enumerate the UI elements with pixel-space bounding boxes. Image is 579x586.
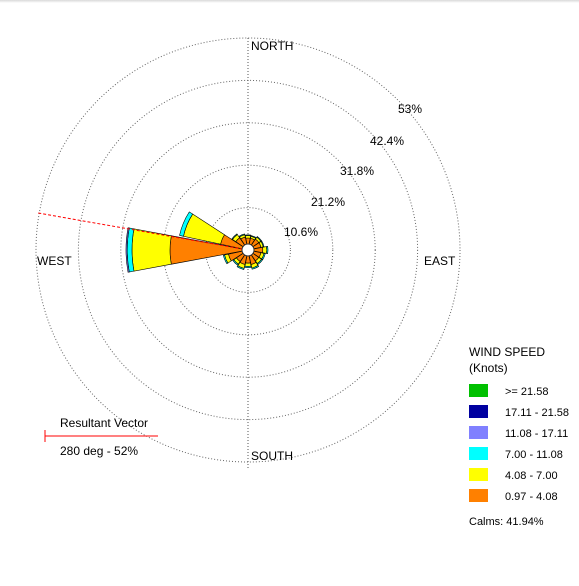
legend-swatch-3: [469, 426, 488, 439]
resultant-vector-title: Resultant Vector: [60, 416, 148, 430]
resultant-vector-line: [37, 212, 249, 251]
legend-subtitle: (Knots): [469, 361, 508, 375]
petal-dir-180-bin-2: [244, 265, 252, 268]
legend-label-2: 17.11 - 21.58: [505, 407, 569, 419]
legend-label-1: >= 21.58: [505, 386, 548, 398]
legend-title: WIND SPEED: [469, 345, 545, 359]
direction-label-south: SOUTH: [251, 449, 293, 463]
petal-dir-292.5-bin-2: [179, 211, 194, 237]
petal-dir-22.5-bin-2: [250, 235, 257, 239]
petal-dir-112.5-bin-2: [261, 253, 266, 261]
legend-label-6: 0.97 - 4.08: [505, 491, 558, 503]
legend-swatch-6: [469, 489, 488, 502]
calms-label: Calms: 41.94%: [469, 516, 544, 528]
legend-swatch-4: [469, 447, 488, 460]
wind-petals: [125, 211, 269, 273]
petal-dir-67.5-bin-2: [260, 240, 265, 248]
petal-dir-180-bin-1: [244, 262, 252, 267]
petal-dir-270-bin-3: [125, 227, 130, 273]
petal-dir-337.5-bin-2: [238, 233, 246, 238]
legend-swatch-1: [469, 384, 488, 397]
ring-label-1: 10.6%: [284, 225, 318, 239]
petal-dir-225-bin-2: [232, 259, 239, 266]
petal-dir-315-bin-2: [231, 233, 238, 240]
ring-label-3: 31.8%: [340, 164, 374, 178]
calm-center-circle: [241, 243, 255, 257]
petal-dir-90-bin-2: [266, 246, 269, 254]
petal-dir-247.5-bin-2: [222, 254, 229, 265]
petal-dir-157.5-bin-2: [251, 265, 260, 270]
ring-label-2: 21.2%: [311, 195, 345, 209]
legend-label-4: 7.00 - 11.08: [505, 449, 563, 461]
range-ring-5: [35, 37, 461, 463]
resultant-vector-value: 280 deg - 52%: [60, 444, 138, 458]
petal-dir-45-bin-2: [256, 236, 262, 242]
direction-label-east: EAST: [424, 254, 456, 268]
legend-swatch-5: [469, 468, 488, 481]
top-edge-shading: [0, 0, 579, 3]
legend-label-5: 4.08 - 7.00: [505, 470, 558, 482]
petal-dir-270-bin-1: [131, 228, 172, 272]
legend-label-3: 11.08 - 17.11: [505, 428, 568, 440]
range-ring-2: [162, 164, 334, 336]
range-ring-3: [120, 122, 376, 378]
petal-dir-202.5-bin-2: [236, 265, 245, 270]
petal-dir-0-bin-2: [244, 234, 252, 237]
petal-dir-135-bin-2: [256, 258, 263, 265]
direction-label-north: NORTH: [251, 39, 293, 53]
ring-label-5: 53%: [398, 102, 422, 116]
petal-dir-90-bin-1: [262, 246, 268, 254]
ring-label-4: 42.4%: [370, 134, 404, 148]
direction-label-west: WEST: [37, 254, 72, 268]
legend-swatch-2: [469, 405, 488, 418]
legend: >= 21.58 17.11 - 21.58 11.08 - 17.11 7.00 -…: [469, 384, 569, 503]
